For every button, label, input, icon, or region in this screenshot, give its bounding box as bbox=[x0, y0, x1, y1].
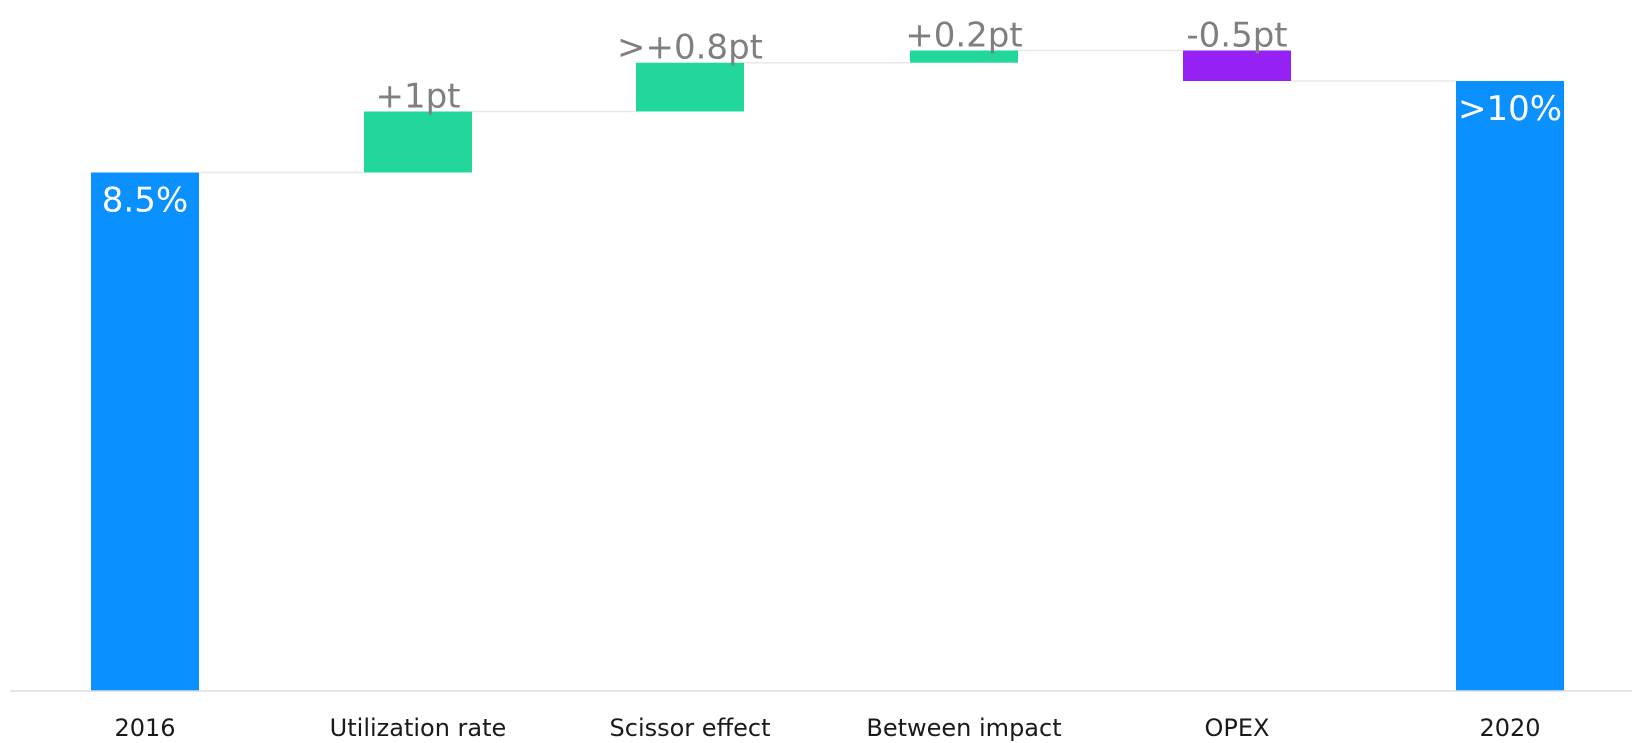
category-label-4: Between impact bbox=[866, 714, 1061, 742]
category-label-5: OPEX bbox=[1205, 714, 1270, 742]
bar-4 bbox=[910, 50, 1018, 63]
value-label-4: +0.2pt bbox=[905, 16, 1022, 56]
value-labels: 8.5% +1pt >+0.8pt +0.2pt -0.5pt >10% bbox=[102, 16, 1562, 221]
value-label-1: 8.5% bbox=[102, 181, 188, 221]
bar-6 bbox=[1456, 81, 1564, 691]
bar-2 bbox=[364, 111, 472, 173]
value-label-3: >+0.8pt bbox=[617, 28, 763, 68]
connector-lines bbox=[199, 49, 1456, 174]
bar-1 bbox=[91, 172, 199, 691]
value-label-2: +1pt bbox=[375, 77, 460, 117]
category-label-3: Scissor effect bbox=[610, 714, 771, 742]
category-label-6: 2020 bbox=[1479, 714, 1540, 742]
value-label-5: -0.5pt bbox=[1186, 16, 1287, 56]
bar-5 bbox=[1183, 50, 1291, 81]
category-label-1: 2016 bbox=[114, 714, 175, 742]
bars bbox=[91, 50, 1564, 691]
bar-3 bbox=[636, 62, 744, 112]
value-label-6: >10% bbox=[1458, 89, 1562, 129]
category-label-2: Utilization rate bbox=[330, 714, 507, 742]
category-labels: 2016 Utilization rate Scissor effect Betwee… bbox=[114, 714, 1540, 742]
